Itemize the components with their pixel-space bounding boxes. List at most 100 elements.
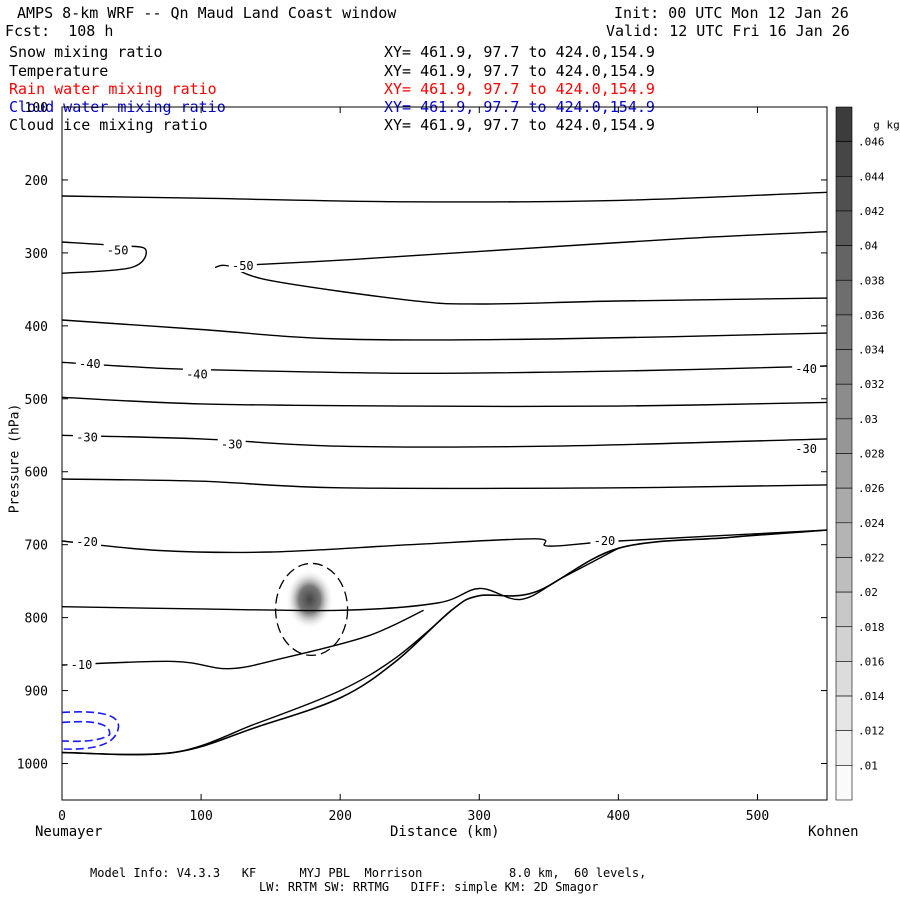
contour-label-bg: [75, 355, 104, 370]
model-info: Model Info: V4.3.3 KF MYJ PBL Morrison 8…: [90, 866, 647, 880]
colorbar-tick-label: .016: [858, 655, 885, 668]
colorbar-tick-label: .01: [858, 759, 878, 772]
contour-label-bg: [73, 429, 102, 444]
colorbar-cell: [835, 487, 853, 524]
colorbar-cell: [835, 626, 853, 662]
y-axis-label: Pressure (hPa): [7, 403, 23, 514]
colorbar-cell: [835, 695, 853, 731]
contour-label-bg: [792, 360, 821, 375]
contour-label: -30: [76, 430, 98, 444]
contour-label-bg: [792, 441, 821, 456]
cloud-ice-contour: [274, 562, 349, 657]
contour-label: -30: [795, 442, 817, 456]
valid-time: Valid: 12 UTC Fri 16 Jan 26: [606, 22, 850, 40]
colorbar-cell: [835, 106, 853, 142]
contour-label: -40: [795, 362, 817, 376]
legend-xy-cloud-ice: XY= 461.9, 97.7 to 424.0,154.9: [384, 116, 655, 134]
temperature-contour: [214, 264, 828, 305]
x-tick-label: 400: [607, 809, 630, 824]
cloud-water-contour: [61, 720, 111, 743]
temperature-contour: [61, 609, 424, 670]
colorbar-tick-label: .046: [858, 136, 885, 149]
colorbar-tick-label: .044: [858, 170, 885, 183]
x-tick-label: 100: [189, 809, 212, 824]
contour-label-bg: [182, 366, 211, 381]
legend-label-temperature: Temperature: [9, 62, 109, 80]
contour-label: -30: [221, 438, 243, 452]
temperature-contour: [61, 361, 828, 375]
temperature-contour: [61, 478, 828, 490]
cloud-ice-shading: [285, 569, 334, 630]
right-station-label: Kohnen: [808, 824, 859, 840]
contour-label-bg: [73, 533, 102, 548]
colorbar-cell: [835, 141, 853, 177]
contour-label: -10: [71, 658, 93, 672]
y-tick-label: 200: [25, 174, 48, 189]
y-tick-label: 100: [25, 101, 48, 116]
contour-label: -40: [186, 368, 208, 382]
colorbar-tick-label: .014: [858, 690, 885, 703]
colorbar-unit-text: g kg: [873, 118, 900, 132]
colorbar-tick-label: .012: [858, 725, 885, 738]
x-axis-label: Distance (km): [390, 824, 500, 840]
colorbar-cell: [835, 557, 853, 593]
colorbar-cell: [835, 349, 853, 385]
contour-label-bg: [217, 436, 246, 451]
left-station-label: Neumayer: [35, 824, 103, 840]
temperature-contour: [61, 529, 828, 554]
legend-label-rain: Rain water mixing ratio: [9, 80, 217, 98]
temperature-contour: [61, 241, 147, 274]
temperature-contour: [61, 319, 828, 341]
colorbar-tick-label: .03: [858, 413, 878, 426]
x-tick-label: 500: [746, 809, 769, 824]
colorbar-cell: [835, 383, 853, 420]
x-tick-label: 200: [328, 809, 351, 824]
colorbar-tick-label: .024: [858, 517, 885, 530]
colorbar-tick-label: .022: [858, 551, 885, 564]
cloud-water-contour: [61, 711, 120, 750]
contour-label: -40: [79, 357, 101, 371]
colorbar-cell: [835, 176, 853, 212]
colorbar-tick-label: .018: [858, 621, 885, 634]
colorbar-tick-label: .036: [858, 309, 885, 322]
y-tick-label: 900: [25, 685, 48, 700]
colorbar-tick-label: .034: [858, 344, 885, 357]
contour-label: -20: [594, 534, 616, 548]
x-tick-label: 300: [468, 809, 491, 824]
temperature-contour: [61, 396, 828, 408]
colorbar-cell: [835, 730, 853, 766]
terrain-surface: [61, 529, 828, 756]
colorbar-tick-label: .042: [858, 205, 885, 218]
legend-label-cloud-ice: Cloud ice mixing ratio: [9, 116, 208, 134]
temperature-contour: [61, 191, 828, 203]
y-tick-label: 1000: [17, 758, 48, 773]
contour-label-bg: [228, 258, 257, 273]
colorbar-tick-label: .038: [858, 274, 885, 287]
model-physics: LW: RRTM SW: RRTMG DIFF: simple KM: 2D S…: [259, 880, 599, 894]
colorbar-cell: [835, 591, 853, 628]
colorbar-tick-label: .028: [858, 448, 885, 461]
contour-label: -50: [232, 259, 254, 273]
plot-frame: [61, 106, 828, 801]
legend-label-snow: Snow mixing ratio: [9, 43, 163, 61]
contour-label: -50: [107, 244, 129, 258]
y-tick-label: 400: [25, 320, 48, 335]
colorbar-tick-label: .032: [858, 378, 885, 391]
contour-label: -20: [76, 535, 98, 549]
temperature-contour: [228, 231, 828, 267]
colorbar-cell: [835, 245, 853, 281]
legend-xy-temperature: XY= 461.9, 97.7 to 424.0,154.9: [384, 62, 655, 80]
y-tick-label: 800: [25, 612, 48, 627]
colorbar-unit: g kg-1: [860, 101, 900, 133]
colorbar-cell: [835, 765, 853, 801]
y-tick-label: 500: [25, 393, 48, 408]
colorbar-tick-label: .04: [858, 240, 878, 253]
forecast-hour: Fcst: 108 h: [5, 22, 114, 40]
colorbar-cell: [835, 522, 853, 558]
contour-label-bg: [67, 657, 96, 672]
y-tick-label: 700: [25, 539, 48, 554]
contour-label-bg: [590, 533, 619, 548]
colorbar-tick-label: .026: [858, 482, 885, 495]
chart-title: AMPS 8-km WRF -- Qn Maud Land Coast wind…: [17, 4, 397, 22]
